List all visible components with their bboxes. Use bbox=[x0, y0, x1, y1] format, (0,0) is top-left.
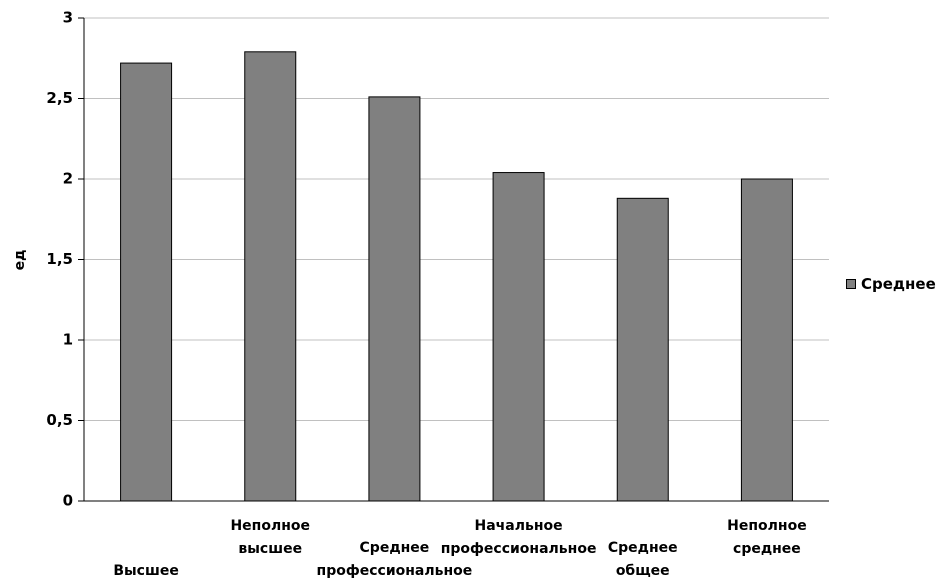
y-tick-label: 0,5 bbox=[46, 411, 73, 429]
bar bbox=[368, 96, 421, 502]
x-category-label: Среднее общее bbox=[608, 540, 678, 579]
bar bbox=[740, 178, 793, 502]
y-tick-label: 1 bbox=[63, 331, 73, 349]
y-tick-label: 2,5 bbox=[46, 89, 73, 107]
x-category-label: Высшее bbox=[113, 563, 179, 579]
y-tick-label: 3 bbox=[63, 9, 73, 27]
y-axis-label: ед bbox=[12, 250, 28, 271]
axes bbox=[78, 17, 829, 502]
legend-swatch bbox=[846, 279, 856, 289]
x-category-label: Начальное профессиональное bbox=[441, 518, 597, 557]
gridlines bbox=[84, 17, 829, 421]
x-category-label: Среднее профессиональное bbox=[317, 540, 473, 579]
bar bbox=[616, 197, 669, 502]
x-category-labels: Высшее Неполное высшее Среднее профессиональ… bbox=[113, 518, 806, 579]
y-tick-labels: 0 0,5 1 1,5 2 2,5 3 bbox=[46, 9, 73, 510]
bar bbox=[244, 51, 297, 502]
legend: Среднее bbox=[846, 275, 936, 293]
x-category-label: Неполное среднее bbox=[727, 518, 807, 557]
bar bbox=[492, 172, 545, 502]
y-tick-label: 1,5 bbox=[46, 250, 73, 268]
bar bbox=[120, 62, 173, 502]
x-category-label: Неполное высшее bbox=[230, 518, 310, 557]
y-tick-label: 2 bbox=[63, 170, 73, 188]
bars bbox=[120, 51, 793, 502]
y-tick-label: 0 bbox=[63, 492, 73, 510]
legend-label: Среднее bbox=[861, 275, 936, 293]
